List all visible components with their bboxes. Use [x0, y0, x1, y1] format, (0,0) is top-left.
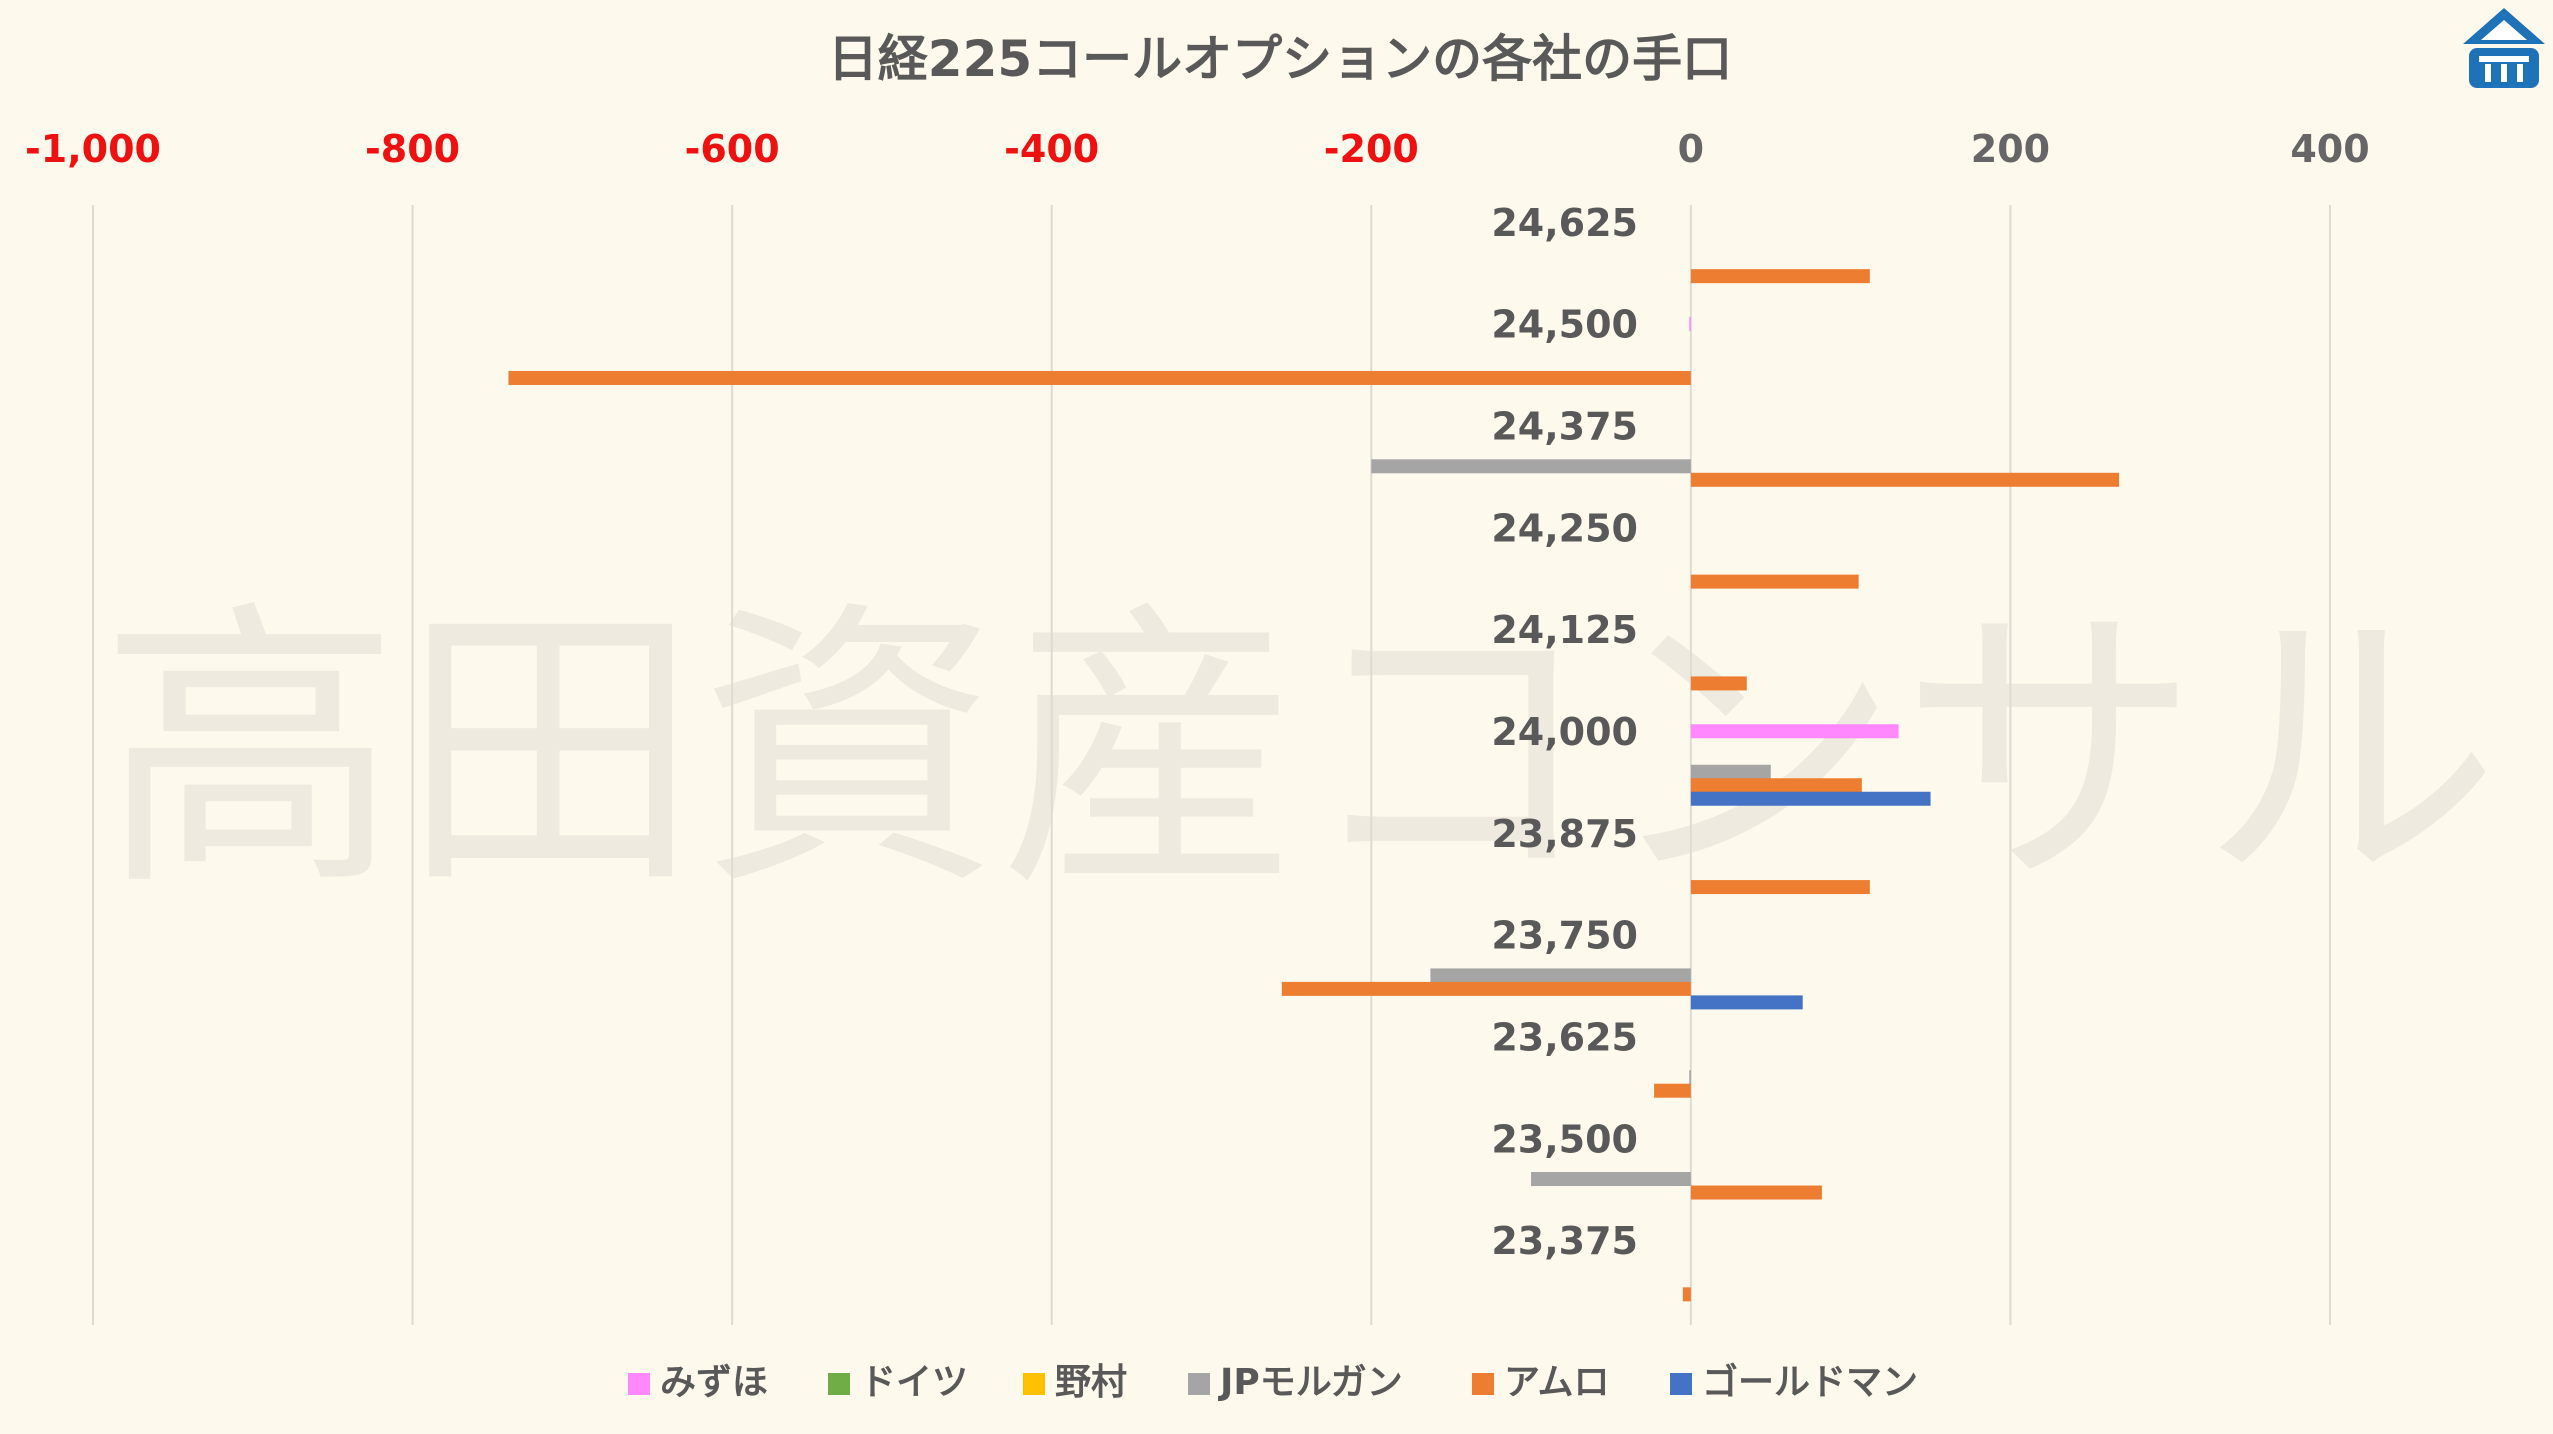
y-tick-label: 24,500	[1491, 303, 1638, 347]
legend-swatch	[1188, 1373, 1210, 1395]
bar	[1689, 1070, 1691, 1085]
x-tick-label: 200	[1971, 127, 2050, 171]
legend-label: みずほ	[660, 1362, 768, 1403]
legend-swatch	[1472, 1373, 1494, 1395]
y-tick-labels: 24,625 24,500 24,375 24,250 24,125 24,000 23,8…	[1491, 201, 1638, 1263]
bar	[1690, 995, 1803, 1010]
bar	[1689, 316, 1691, 331]
legend-label: JPモルガン	[1217, 1362, 1403, 1403]
x-tick-label: 0	[1678, 127, 1704, 171]
legend-swatch	[1023, 1373, 1045, 1395]
y-tick-label: 23,375	[1491, 1219, 1638, 1263]
y-tick-label: 23,625	[1491, 1015, 1638, 1059]
bar	[1690, 724, 1899, 739]
watermark: 高田資産コンサル	[100, 577, 2500, 926]
bar	[1690, 791, 1931, 806]
x-tick-labels: -1,000 -800 -600 -400 -200 0 200 400	[25, 127, 2370, 171]
bar	[1690, 778, 1862, 793]
x-tick-label: -200	[1324, 127, 1419, 171]
bar	[1430, 968, 1691, 983]
bar	[1531, 1172, 1691, 1187]
bar	[1371, 459, 1691, 474]
bar	[1690, 574, 1859, 589]
legend-label: 野村	[1055, 1362, 1127, 1403]
bar	[1690, 880, 1870, 895]
x-tick-label: -600	[685, 127, 780, 171]
legend-label: ゴールドマン	[1702, 1361, 1918, 1403]
x-tick-label: -800	[365, 127, 460, 171]
x-tick-label: -1,000	[25, 127, 161, 171]
legend-swatch	[1670, 1373, 1692, 1395]
legend: みずほ ドイツ 野村 JPモルガン アムロ ゴールドマン	[628, 1361, 1918, 1403]
logo-icon	[2463, 8, 2545, 88]
bar	[1690, 1185, 1822, 1200]
bar	[1690, 472, 2120, 487]
bar	[1281, 981, 1691, 996]
legend-label: ドイツ	[860, 1362, 968, 1403]
y-tick-label: 24,000	[1491, 710, 1638, 754]
chart-title: 日経225コールオプションの各社の手口	[828, 30, 1732, 88]
bar	[1690, 269, 1870, 284]
y-tick-label: 23,875	[1491, 812, 1638, 856]
y-tick-label: 23,500	[1491, 1117, 1638, 1161]
x-tick-label: -400	[1004, 127, 1099, 171]
legend-swatch	[828, 1373, 850, 1395]
y-tick-label: 23,750	[1491, 914, 1638, 958]
y-tick-label: 24,375	[1491, 405, 1638, 449]
y-tick-label: 24,125	[1491, 608, 1638, 652]
bar	[1690, 676, 1747, 691]
legend-label: アムロ	[1504, 1362, 1609, 1403]
legend-swatch	[628, 1373, 650, 1395]
x-tick-label: 400	[2290, 127, 2369, 171]
bar	[508, 370, 1691, 385]
bar	[1690, 764, 1771, 779]
bars	[508, 269, 2120, 1302]
bar	[1682, 1287, 1691, 1302]
y-tick-label: 24,250	[1491, 506, 1638, 550]
bar	[1654, 1083, 1691, 1098]
y-tick-label: 24,625	[1491, 201, 1638, 245]
